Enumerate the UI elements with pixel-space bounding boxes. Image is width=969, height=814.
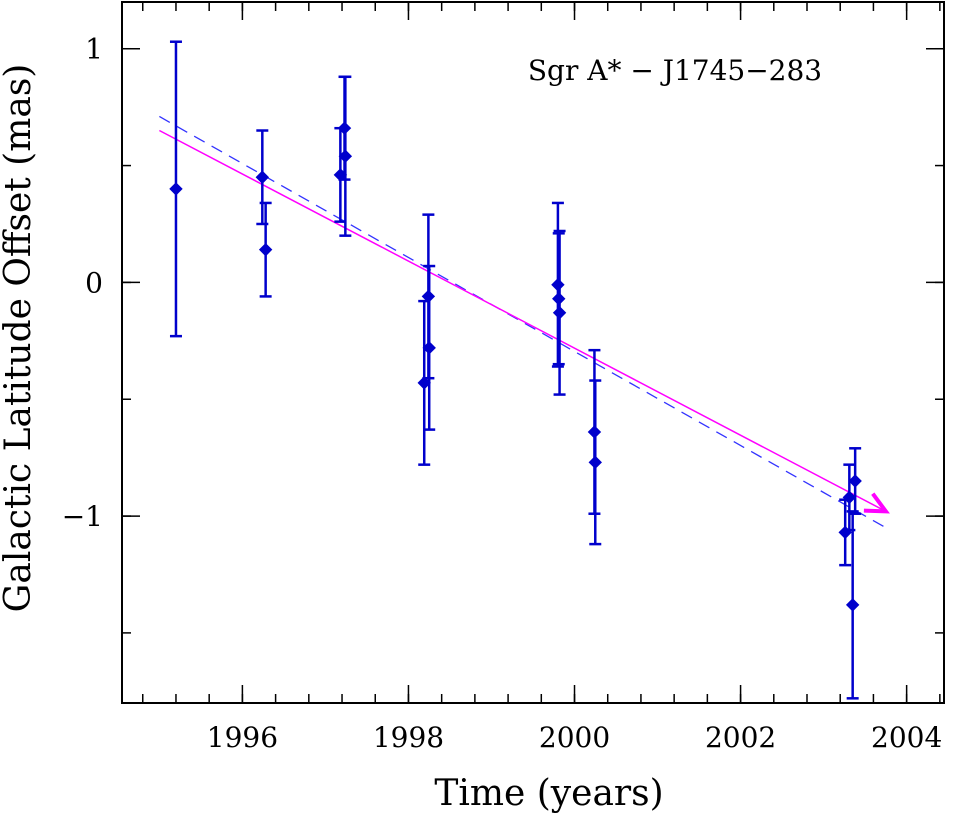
fit-arrowhead xyxy=(863,492,890,514)
tick-labels: 1996 1998 2000 2002 2004 −1 0 1 xyxy=(62,33,943,754)
x-axis-label: Time (years) xyxy=(434,773,663,814)
data-point xyxy=(848,447,862,515)
data-point xyxy=(169,40,183,338)
data-point xyxy=(417,299,431,466)
y-tick-label: 1 xyxy=(85,33,103,66)
point-marker xyxy=(552,306,567,320)
x-tick-label: 2002 xyxy=(705,721,776,754)
model-line-dashed xyxy=(159,115,891,531)
x-tick-label: 1998 xyxy=(373,721,444,754)
y-tick-label: 0 xyxy=(85,266,103,299)
x-tick-label: 2000 xyxy=(539,721,610,754)
data-point xyxy=(552,229,567,396)
point-marker xyxy=(422,341,436,355)
point-marker xyxy=(255,170,270,184)
x-tick-label: 1996 xyxy=(207,721,278,754)
data-point xyxy=(422,264,436,431)
data-point xyxy=(842,463,857,532)
x-tick-label: 2004 xyxy=(871,721,942,754)
chart-title: Sgr A* − J1745−283 xyxy=(528,54,822,87)
point-marker xyxy=(169,182,183,196)
point-marker xyxy=(845,598,860,612)
data-points xyxy=(169,40,862,700)
data-point xyxy=(338,75,353,237)
plot-frame xyxy=(121,1,945,704)
data-point xyxy=(845,510,860,700)
fit-lines xyxy=(159,115,891,531)
y-tick-label: −1 xyxy=(62,500,103,533)
data-point xyxy=(258,201,273,298)
point-marker xyxy=(588,455,602,470)
point-marker xyxy=(258,242,273,257)
tick-marks xyxy=(122,2,944,703)
data-point xyxy=(588,379,602,546)
y-axis-label: Galactic Latitude Offset (mas) xyxy=(0,64,39,613)
point-marker xyxy=(842,490,857,505)
point-marker xyxy=(338,149,353,163)
fit-line xyxy=(159,129,887,513)
point-marker xyxy=(848,474,862,488)
